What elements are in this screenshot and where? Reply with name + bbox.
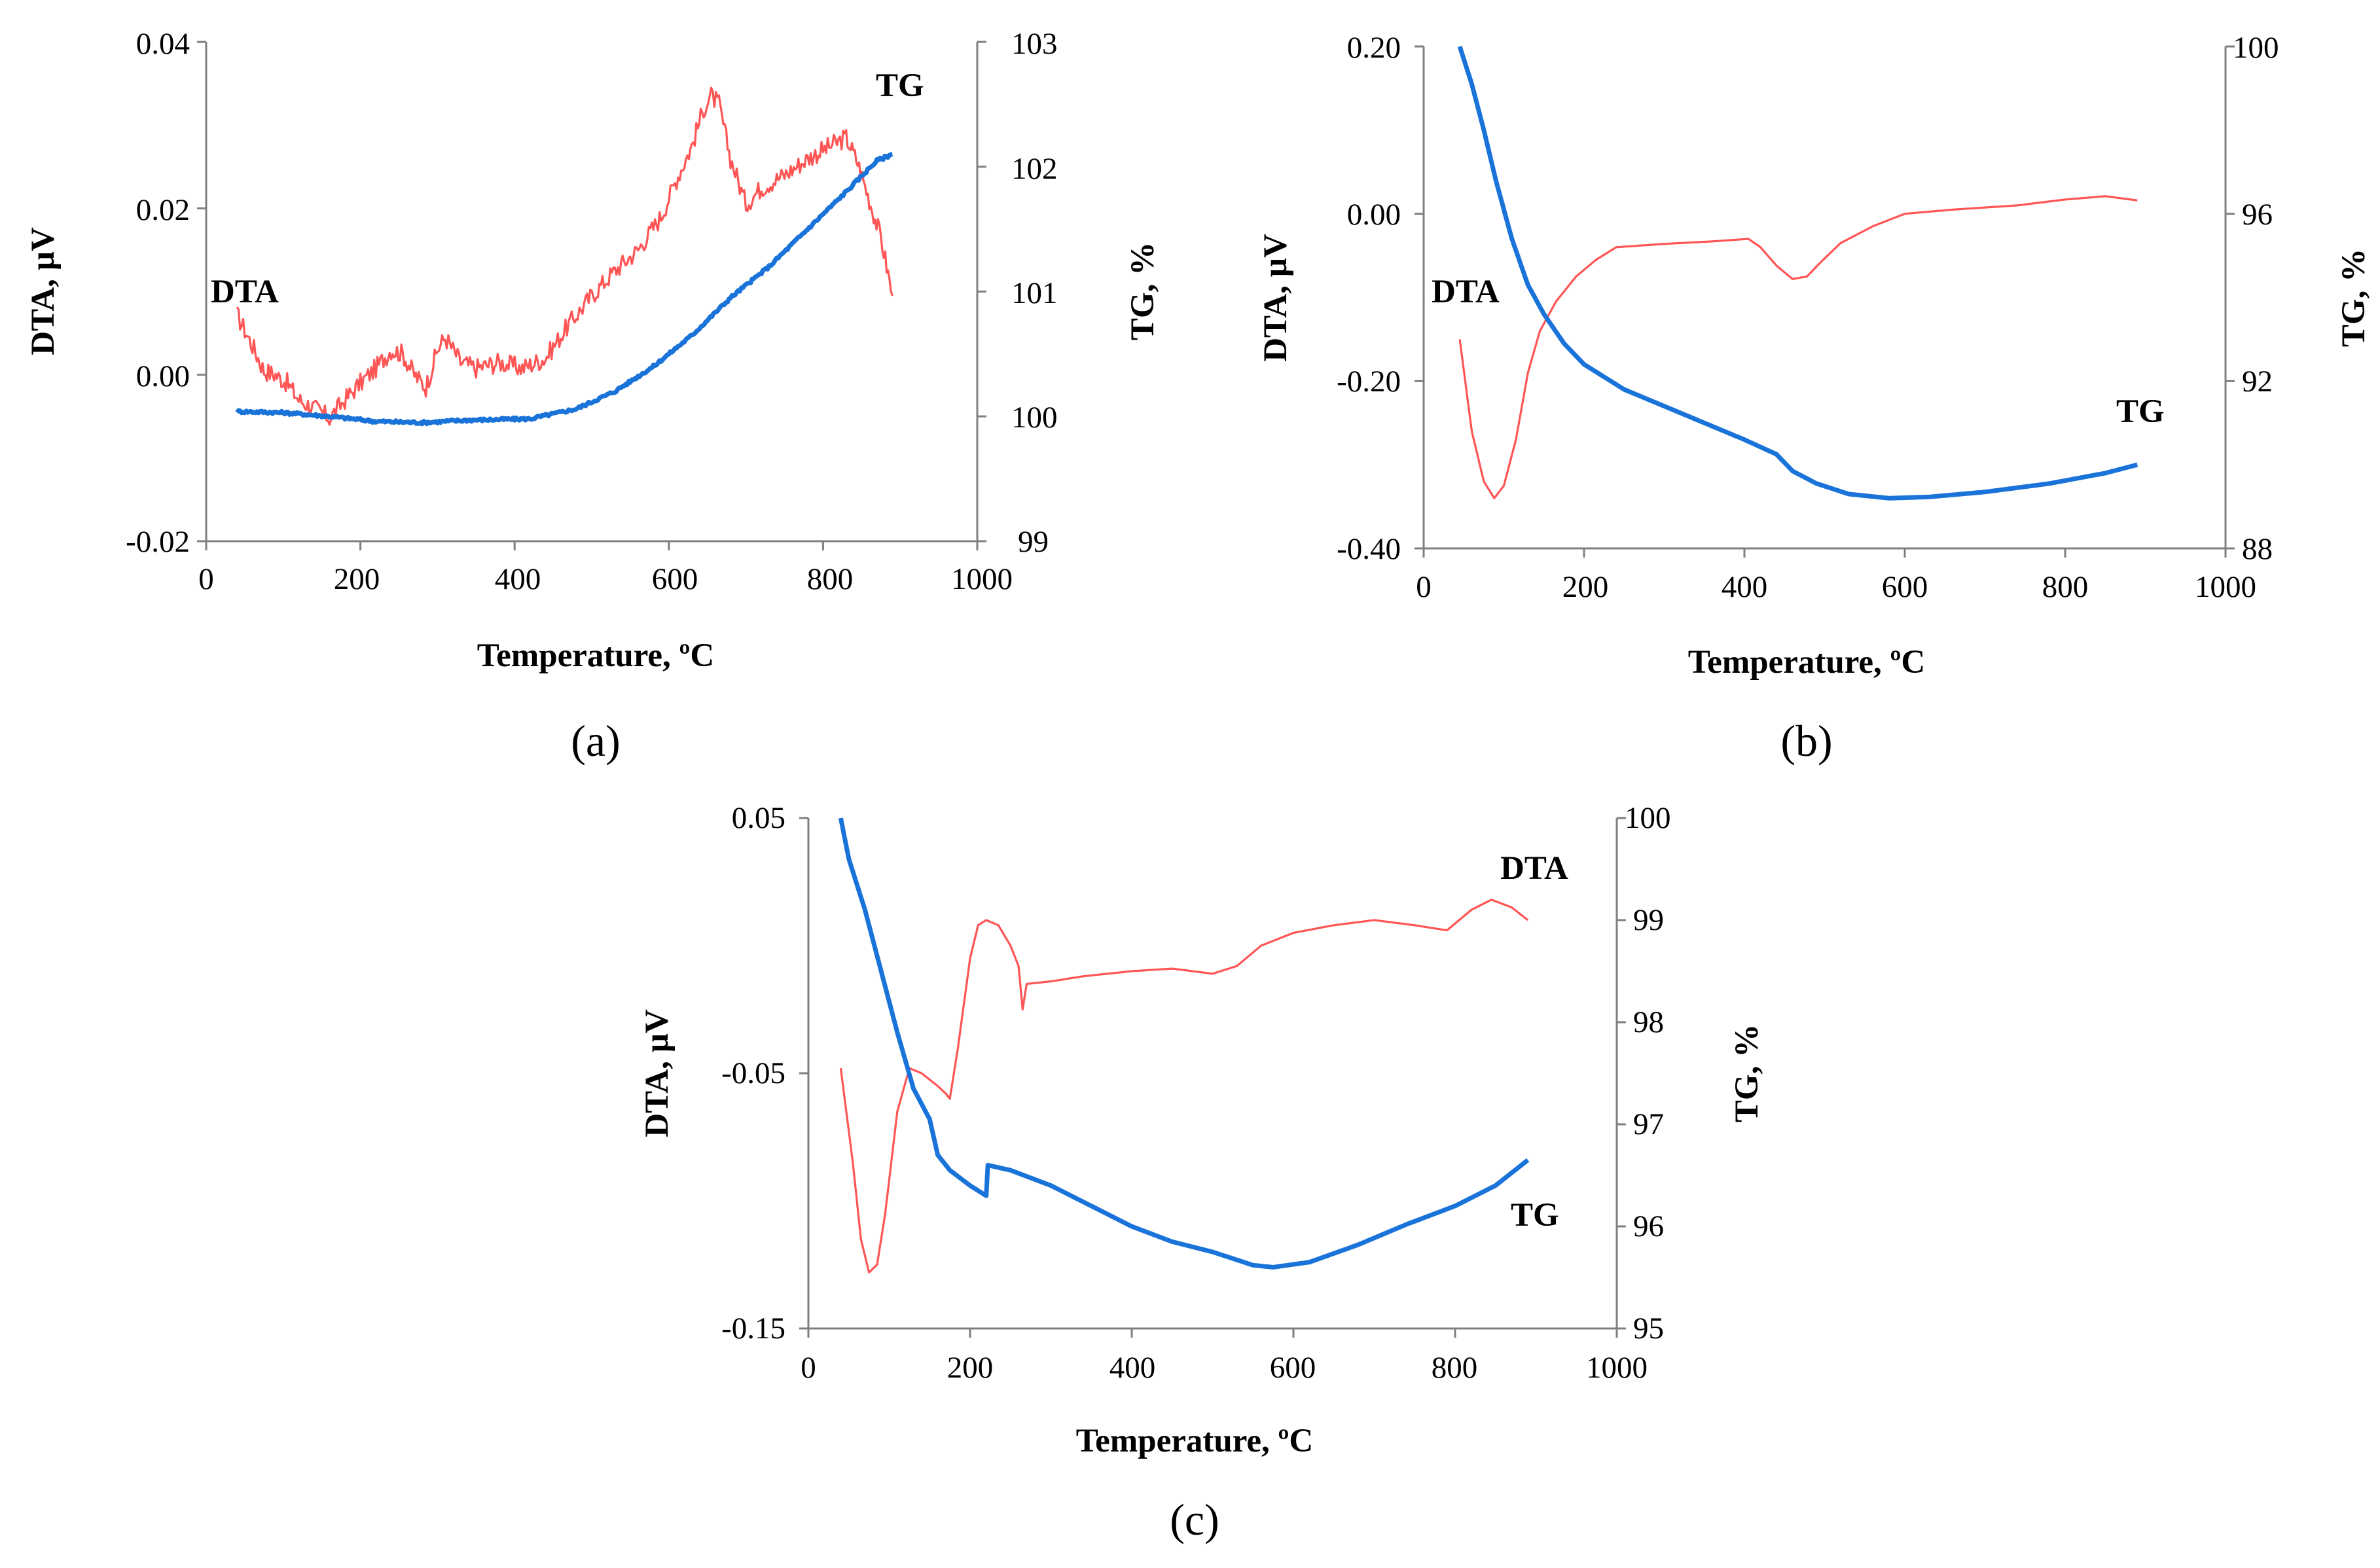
dta-series-line xyxy=(236,86,893,426)
x-tick-a: 800 xyxy=(807,562,854,596)
y-left-label-b: DTA, µV xyxy=(1257,234,1294,362)
x-tick-a: 600 xyxy=(652,562,698,596)
y-right-label-c: TG, % xyxy=(1729,1024,1765,1122)
panel-caption-c: (c) xyxy=(1170,1495,1219,1544)
y-left-tick-a: 0.04 xyxy=(136,27,190,61)
x-tick-c: 0 xyxy=(801,1351,816,1385)
y-right-label-a: TG, % xyxy=(1125,242,1161,340)
y-left-tick-b: 0.00 xyxy=(1347,198,1401,232)
tg-series-line xyxy=(1457,45,2138,501)
y-right-tick-c: 97 xyxy=(1633,1107,1664,1141)
x-tick-a: 1000 xyxy=(951,562,1013,596)
x-tick-c: 800 xyxy=(1432,1351,1478,1385)
x-axis-label-a: Temperature, ºC xyxy=(477,637,714,674)
plot-lines-b xyxy=(1457,45,2138,501)
y-right-tick-c: 98 xyxy=(1633,1005,1664,1039)
y-right-tick-b: 100 xyxy=(2233,31,2279,65)
y-right-label-b: TG, % xyxy=(2335,249,2372,347)
y-left-tick-a: -0.02 xyxy=(126,525,190,559)
y-right-tick-b: 92 xyxy=(2242,365,2273,399)
x-tick-b: 600 xyxy=(1882,570,1928,604)
y-right-tick-c: 95 xyxy=(1633,1311,1664,1345)
dta-label-c: DTA xyxy=(1500,850,1568,887)
y-right-tick-c: 100 xyxy=(1625,801,1671,835)
x-tick-b: 0 xyxy=(1416,570,1432,604)
y-left-tick-b: 0.20 xyxy=(1347,31,1401,65)
plot-lines-a xyxy=(235,86,893,427)
y-right-tick-c: 96 xyxy=(1633,1209,1664,1243)
x-tick-c: 200 xyxy=(947,1351,994,1385)
y-right-tick-a: 103 xyxy=(1011,27,1058,61)
dta-series-line xyxy=(839,899,1529,1274)
y-left-tick-c: -0.15 xyxy=(721,1311,785,1345)
tg-series-line xyxy=(838,817,1530,1270)
panel-caption-b: (b) xyxy=(1780,716,1832,766)
tg-series-line xyxy=(235,152,893,427)
y-right-tick-a: 101 xyxy=(1011,276,1058,310)
tg-label-c: TG xyxy=(1511,1197,1559,1234)
chart-panel-a: 0 200 400 600 800 1000 -0.02 0.00 0.02 0… xyxy=(25,27,1161,766)
y-right-tick-a: 102 xyxy=(1011,152,1058,186)
y-right-tick-b: 88 xyxy=(2242,532,2273,566)
dta-label-b: DTA xyxy=(1432,274,1500,310)
y-right-tick-c: 99 xyxy=(1633,903,1664,937)
x-axis-label-b: Temperature, ºC xyxy=(1688,644,1925,681)
y-left-tick-c: -0.05 xyxy=(721,1056,785,1090)
y-left-label-c: DTA, µV xyxy=(639,1009,676,1137)
x-tick-c: 1000 xyxy=(1586,1351,1648,1385)
x-tick-b: 400 xyxy=(1722,570,1768,604)
y-left-tick-b: -0.20 xyxy=(1337,365,1401,399)
chart-panel-c: 0 200 400 600 800 1000 -0.15 -0.05 0.05 … xyxy=(639,801,1765,1544)
panel-caption-a: (a) xyxy=(571,716,620,766)
y-right-tick-b: 96 xyxy=(2242,198,2273,232)
y-left-tick-a: 0.02 xyxy=(136,193,190,227)
x-tick-b: 200 xyxy=(1562,570,1609,604)
y-left-tick-b: -0.40 xyxy=(1337,532,1401,566)
x-tick-c: 600 xyxy=(1270,1351,1316,1385)
dta-series-line xyxy=(1458,195,2138,499)
x-axis-label-c: Temperature, ºC xyxy=(1076,1423,1313,1459)
x-tick-a: 200 xyxy=(334,562,380,596)
x-tick-a: 0 xyxy=(198,562,214,596)
plot-lines-c xyxy=(838,817,1530,1274)
dta-label-a: DTA xyxy=(211,274,279,310)
y-left-tick-a: 0.00 xyxy=(136,359,190,393)
y-left-tick-c: 0.05 xyxy=(732,801,785,835)
y-left-label-a: DTA, µV xyxy=(25,227,62,355)
tg-label-a: TG xyxy=(876,67,924,104)
chart-panel-b: 0 200 400 600 800 1000 -0.40 -0.20 0.00 … xyxy=(1257,31,2372,766)
x-tick-a: 400 xyxy=(495,562,541,596)
x-tick-c: 400 xyxy=(1109,1351,1156,1385)
y-right-tick-a: 100 xyxy=(1011,401,1058,435)
x-tick-b: 1000 xyxy=(2195,570,2256,604)
y-right-tick-a: 99 xyxy=(1018,525,1049,559)
x-tick-b: 800 xyxy=(2042,570,2089,604)
tg-label-b: TG xyxy=(2116,393,2165,430)
